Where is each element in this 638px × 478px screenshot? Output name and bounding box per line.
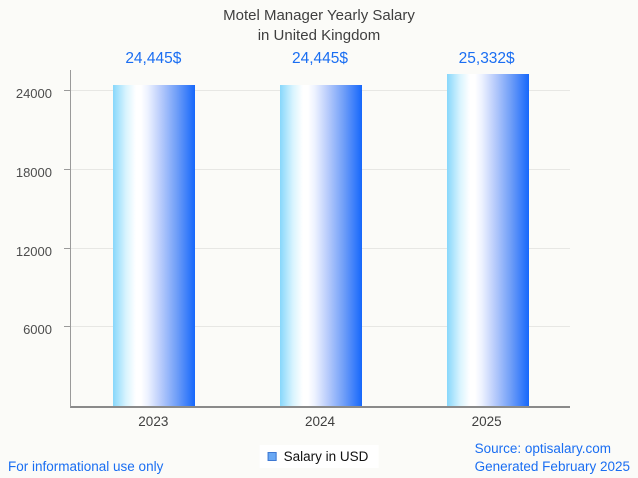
- bar-value-labels: 24,445$ 24,445$ 25,332$: [70, 50, 570, 72]
- y-tick-mark: [64, 247, 71, 249]
- y-tick-mark: [64, 168, 71, 170]
- chart-title-line1: Motel Manager Yearly Salary: [223, 7, 415, 24]
- bar-value-label: 25,332$: [458, 50, 515, 67]
- generated-text: Generated February 2025: [474, 458, 630, 474]
- legend-label: Salary in USD: [283, 449, 369, 464]
- bar-value-label: 24,445$: [291, 50, 349, 67]
- y-tick-label: 12000: [15, 243, 52, 259]
- y-tick-mark: [64, 326, 71, 328]
- disclaimer-text: For informational use only: [8, 459, 164, 474]
- y-tick-mark: [64, 89, 71, 91]
- source-text: Source: optisalary.com: [474, 440, 611, 456]
- source-block: Source: optisalary.com Generated Februar…: [475, 440, 630, 476]
- y-tick-label: 6000: [23, 322, 52, 338]
- x-tick-label: 2024: [304, 414, 336, 429]
- y-tick-label: 24000: [15, 85, 52, 101]
- plot-area: [64, 70, 570, 408]
- bar-2023: [113, 85, 196, 406]
- x-tick-label: 2023: [138, 414, 169, 429]
- bar-value-label: 24,445$: [125, 50, 182, 67]
- bar-2024: [280, 85, 362, 406]
- legend: Salary in USD: [259, 445, 379, 468]
- legend-square-icon: [267, 452, 277, 461]
- chart-title: Motel Manager Yearly Salary in United Ki…: [0, 6, 638, 45]
- x-axis-labels: 2023 2024 2025: [70, 414, 570, 432]
- chart-title-line2: in United Kingdom: [257, 26, 381, 44]
- y-tick-label: 18000: [15, 164, 52, 180]
- y-axis-labels: 6000 12000 18000 24000: [0, 70, 62, 408]
- bar-2025: [446, 73, 529, 406]
- x-tick-label: 2025: [471, 414, 502, 429]
